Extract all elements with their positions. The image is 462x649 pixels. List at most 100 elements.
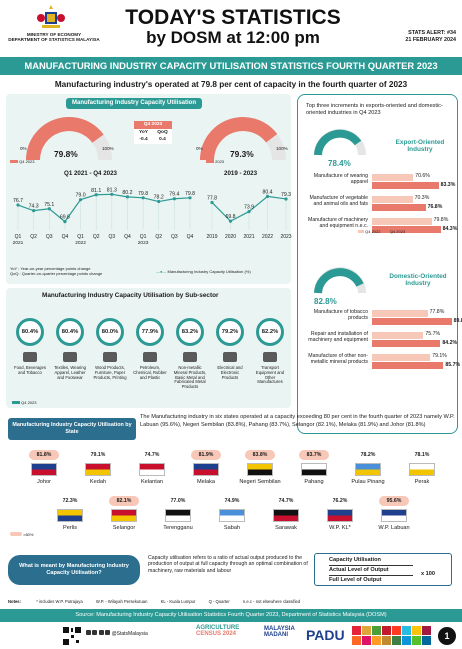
agriculture-census-logo: AGRICULTURE CENSUS 2024	[196, 625, 239, 637]
tick-label: Q1	[140, 234, 147, 240]
stats-alert: STATS ALERT: #34 21 FEBRUARY 2024	[405, 30, 456, 44]
state-flag-icon	[31, 463, 57, 476]
data-label: 75.1	[44, 202, 54, 208]
bar-label: 77.8%	[429, 309, 445, 315]
alert-number: STATS ALERT: #34	[408, 30, 456, 36]
state-name: Selangor	[112, 525, 136, 531]
youtube-icon[interactable]	[105, 630, 111, 635]
yoy-value: -0.4	[139, 137, 148, 142]
quarterly-line-chart: 76.7 Q1 74.3 Q2 75.1 Q3 69.6 Q4 79.0 Q1 81.1 Q2 81.3…	[13, 187, 195, 246]
qoq-value: 0.4	[159, 137, 166, 142]
line-legend: —●— Manufacturing Industry Capacity Util…	[156, 269, 251, 274]
table-head: Q4 2023	[134, 121, 172, 129]
utilisation-title: Manufacturing Industry Capacity Utilisat…	[66, 98, 203, 109]
state-name: Perlis	[63, 525, 77, 531]
industry-name: Manufacture of wearing apparel	[313, 173, 368, 185]
tick-label: Q2	[30, 234, 37, 240]
bar-label: 84.2%	[442, 340, 458, 346]
tick-label: Q3	[108, 234, 115, 240]
subsector-name: Non-metallic Mineral Products, Basic Met…	[173, 365, 207, 390]
state-value: 74.7%	[278, 498, 294, 504]
data-label: 80.4	[262, 189, 272, 195]
department-line: DEPARTMENT OF STATISTICS MALAYSIA	[8, 37, 100, 42]
bar-label: 75.7%	[425, 331, 441, 337]
state-value: 81.8%	[29, 450, 59, 460]
bar-label: 79.1%	[432, 353, 447, 359]
annual-chart-title: 2019 - 2023	[224, 170, 258, 177]
gauge-year-legend: 2023	[206, 159, 224, 164]
x-icon[interactable]	[92, 630, 98, 635]
state-value: 77.0%	[170, 498, 186, 504]
state-name: W.P. KL*	[329, 525, 351, 531]
state-flag-icon	[111, 509, 137, 522]
state-value: 74.9%	[224, 498, 240, 504]
domestic-gauge	[314, 267, 366, 294]
qr-code-icon[interactable]	[62, 626, 82, 646]
tick-label: Q3	[46, 234, 53, 240]
state-flag-icon	[355, 463, 381, 476]
subsector-value: 77.9%	[136, 318, 164, 346]
ministry-name: MINISTRY OF ECONOMY DEPARTMENT OF STATIS…	[4, 32, 104, 42]
tick-label: 2022	[262, 234, 273, 240]
subsector-name: Wood Products, Furniture, Paper Products…	[93, 365, 127, 380]
data-point	[188, 196, 192, 200]
tick-label: 2021	[243, 234, 254, 240]
note-item: Q - Quarter	[208, 599, 230, 604]
gauge-min: 0%	[20, 146, 27, 151]
state-value: 83.8%	[245, 450, 275, 460]
madani-line2: MADANI	[264, 632, 288, 638]
bar-q4-2023	[372, 226, 441, 233]
tick-label: Q4	[62, 234, 69, 240]
legend-text: >80%	[23, 532, 34, 537]
facebook-icon[interactable]	[86, 630, 91, 635]
yoy-label: YoY	[139, 130, 148, 135]
data-point	[141, 196, 145, 200]
subsector-name: Petroleum, Chemical, Rubber and Plastic	[133, 365, 167, 380]
series-line	[17, 193, 191, 223]
year-label: 2023	[138, 240, 149, 246]
quarterly-chart-title: Q1 2021 - Q4 2023	[64, 170, 117, 177]
industry-panel: Top three increments in exports-oriented…	[297, 94, 462, 434]
bar-legend: Q4 2022 Q4 2023	[358, 229, 405, 234]
gauge-quarter	[26, 117, 112, 161]
data-point	[125, 195, 130, 199]
gauge-year	[200, 117, 286, 161]
ministry-line: MINISTRY OF ECONOMY	[26, 32, 82, 37]
utilisation-panel: Manufacturing Industry Capacity Utilisat…	[6, 94, 292, 284]
data-point	[228, 219, 233, 223]
data-point	[284, 197, 288, 201]
state-name: Kedah	[89, 479, 107, 485]
data-point	[172, 197, 176, 201]
state-flag-icon	[57, 509, 83, 522]
note-item: W.P. - Wilayah Persekutuan	[95, 599, 148, 604]
state-name: Negeri Sembilan	[239, 479, 281, 485]
page-number: 1	[438, 627, 456, 645]
subsector-name: Textiles, Wearing Apparel, Leather and F…	[54, 365, 86, 380]
malaysia-crest-icon	[37, 5, 65, 28]
tick-label: Q3	[171, 234, 178, 240]
industry-intro: Top three increments in exports-oriented…	[306, 103, 443, 116]
state-name: Pulau Pinang	[351, 479, 385, 485]
tick-label: Q4	[187, 234, 194, 240]
qoq-label: QoQ	[157, 130, 168, 135]
state-value: 74.7%	[144, 452, 160, 458]
bar-q4-2022	[372, 310, 428, 317]
data-label: 80.2	[122, 190, 132, 196]
state-name: Pahang	[304, 479, 324, 485]
social-handles[interactable]: @StatsMalaysia	[86, 630, 148, 637]
instagram-icon[interactable]	[98, 630, 104, 635]
state-value: 81.9%	[191, 450, 221, 460]
industry-name: Repair and installation of machinery and…	[308, 331, 368, 343]
state-name: Sabah	[223, 525, 241, 531]
page-subtitle: by DOSM at 12:00 pm	[146, 28, 320, 47]
data-label: 78.2	[154, 195, 164, 201]
subsector-value: 80.4%	[16, 318, 44, 346]
data-point	[16, 203, 20, 207]
data-label: 79.0	[75, 193, 85, 199]
malaysia-madani-logo: MALAYSIA MADANI	[264, 626, 295, 638]
bar-label: 85.7%	[445, 362, 461, 368]
export-title: Export-Oriented Industry	[395, 139, 445, 153]
data-label: 69.8	[225, 214, 235, 220]
sector-icon	[63, 352, 77, 362]
formula-numerator: Actual Level of Output	[329, 567, 389, 573]
